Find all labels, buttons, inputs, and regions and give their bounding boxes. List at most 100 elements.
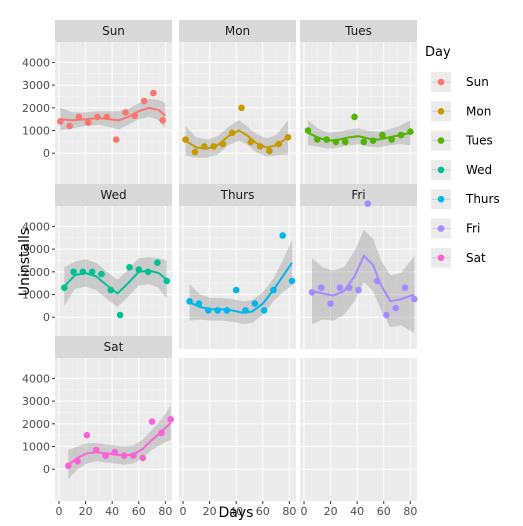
data-point — [116, 311, 124, 319]
strip-label-fri: Fri — [351, 188, 365, 202]
data-point — [223, 307, 231, 314]
data-point — [308, 289, 316, 296]
legend-label: Sun — [466, 75, 489, 89]
strip-label-tues: Tues — [344, 24, 372, 38]
x-axis-title: Days — [219, 505, 254, 521]
legend-label: Thurs — [465, 192, 500, 206]
x-tick-label: 20 — [79, 505, 93, 518]
data-point — [336, 284, 344, 292]
facet-sat: Sat — [55, 336, 174, 501]
data-point — [205, 307, 212, 314]
data-point — [238, 104, 245, 112]
legend-key-point — [437, 195, 445, 203]
data-point — [392, 304, 400, 312]
data-point — [163, 277, 170, 285]
data-point — [61, 284, 68, 292]
data-point — [210, 143, 217, 150]
data-point — [120, 452, 128, 459]
data-point — [107, 286, 115, 294]
strip-label-thurs: Thurs — [220, 188, 255, 202]
panel-background — [179, 206, 296, 349]
x-tick-label: 60 — [132, 505, 146, 518]
y-tick-label: 1000 — [22, 125, 50, 138]
data-point — [401, 284, 409, 292]
data-point — [341, 138, 349, 146]
y-axis-title: Uninstalls — [17, 228, 33, 296]
data-point — [186, 298, 193, 305]
data-point — [112, 136, 120, 143]
data-point — [327, 300, 334, 307]
data-point — [270, 286, 277, 294]
panel-background — [55, 358, 172, 501]
data-point — [318, 284, 325, 292]
data-point — [159, 117, 166, 124]
data-point — [214, 307, 221, 314]
data-point — [288, 277, 296, 285]
confidence-band — [68, 405, 171, 480]
data-point — [279, 232, 287, 239]
data-point — [144, 268, 152, 276]
y-tick-label: 3000 — [22, 395, 50, 408]
y-tick-label: 2000 — [22, 418, 50, 431]
legend-label: Tues — [465, 134, 493, 148]
data-point — [84, 119, 92, 126]
legend-key-point — [437, 137, 445, 144]
data-point — [154, 259, 161, 267]
confidence-band — [189, 240, 292, 324]
y-tick-label: 2000 — [22, 266, 50, 279]
empty-panel-background — [300, 358, 417, 501]
legend-key-point — [437, 166, 445, 174]
data-point — [122, 109, 129, 116]
strip-background — [55, 184, 172, 206]
empty-panel-grid — [300, 358, 417, 501]
data-point — [369, 137, 377, 144]
data-point — [397, 131, 405, 139]
data-point — [158, 429, 165, 437]
data-point — [92, 446, 100, 454]
y-tick-label: 0 — [43, 311, 50, 324]
y-tick-label: 1000 — [22, 289, 50, 302]
x-tick-label: 20 — [324, 505, 338, 518]
strip-background — [179, 184, 296, 206]
data-point — [383, 311, 390, 319]
data-point — [242, 307, 249, 314]
x-tick-label: 0 — [179, 505, 186, 518]
panel-background — [300, 42, 417, 185]
legend-entry-tues: Tues — [431, 130, 493, 151]
data-point — [201, 143, 208, 150]
panel-background — [179, 42, 296, 185]
y-tick-label: 2000 — [22, 102, 50, 115]
data-point — [65, 462, 72, 470]
data-point — [167, 416, 174, 423]
strip-background — [55, 336, 172, 358]
data-point — [304, 127, 312, 134]
data-point — [351, 113, 358, 121]
data-point — [94, 113, 101, 121]
facet-panels: Sun Mon Tues Wed Thurs Fri Sat — [55, 20, 418, 501]
x-tick-label: 80 — [158, 505, 172, 518]
legend-entry-sun: Sun — [431, 72, 489, 92]
data-point — [75, 113, 83, 121]
data-point — [407, 128, 414, 135]
data-point — [57, 118, 64, 125]
data-point — [345, 284, 353, 292]
facet-fri: Fri — [300, 184, 418, 349]
data-point — [332, 138, 340, 146]
data-point — [284, 134, 292, 141]
y-tick-label: 4000 — [22, 56, 50, 69]
y-tick-label: 1000 — [22, 441, 50, 454]
x-tick-label: 60 — [377, 505, 391, 518]
data-point — [182, 136, 189, 143]
panel-background — [300, 206, 417, 349]
data-point — [70, 268, 77, 276]
panel-background — [55, 206, 172, 349]
strip-label-sun: Sun — [102, 24, 125, 38]
y-tick-label: 3000 — [22, 243, 50, 256]
panel-background — [55, 42, 172, 185]
legend-entry-fri: Fri — [431, 218, 480, 239]
legend-entry-mon: Mon — [431, 101, 491, 122]
x-tick-label: 40 — [350, 505, 364, 518]
data-point — [411, 295, 418, 303]
legend-key-point — [437, 254, 445, 262]
y-tick-label: 4000 — [22, 220, 50, 233]
